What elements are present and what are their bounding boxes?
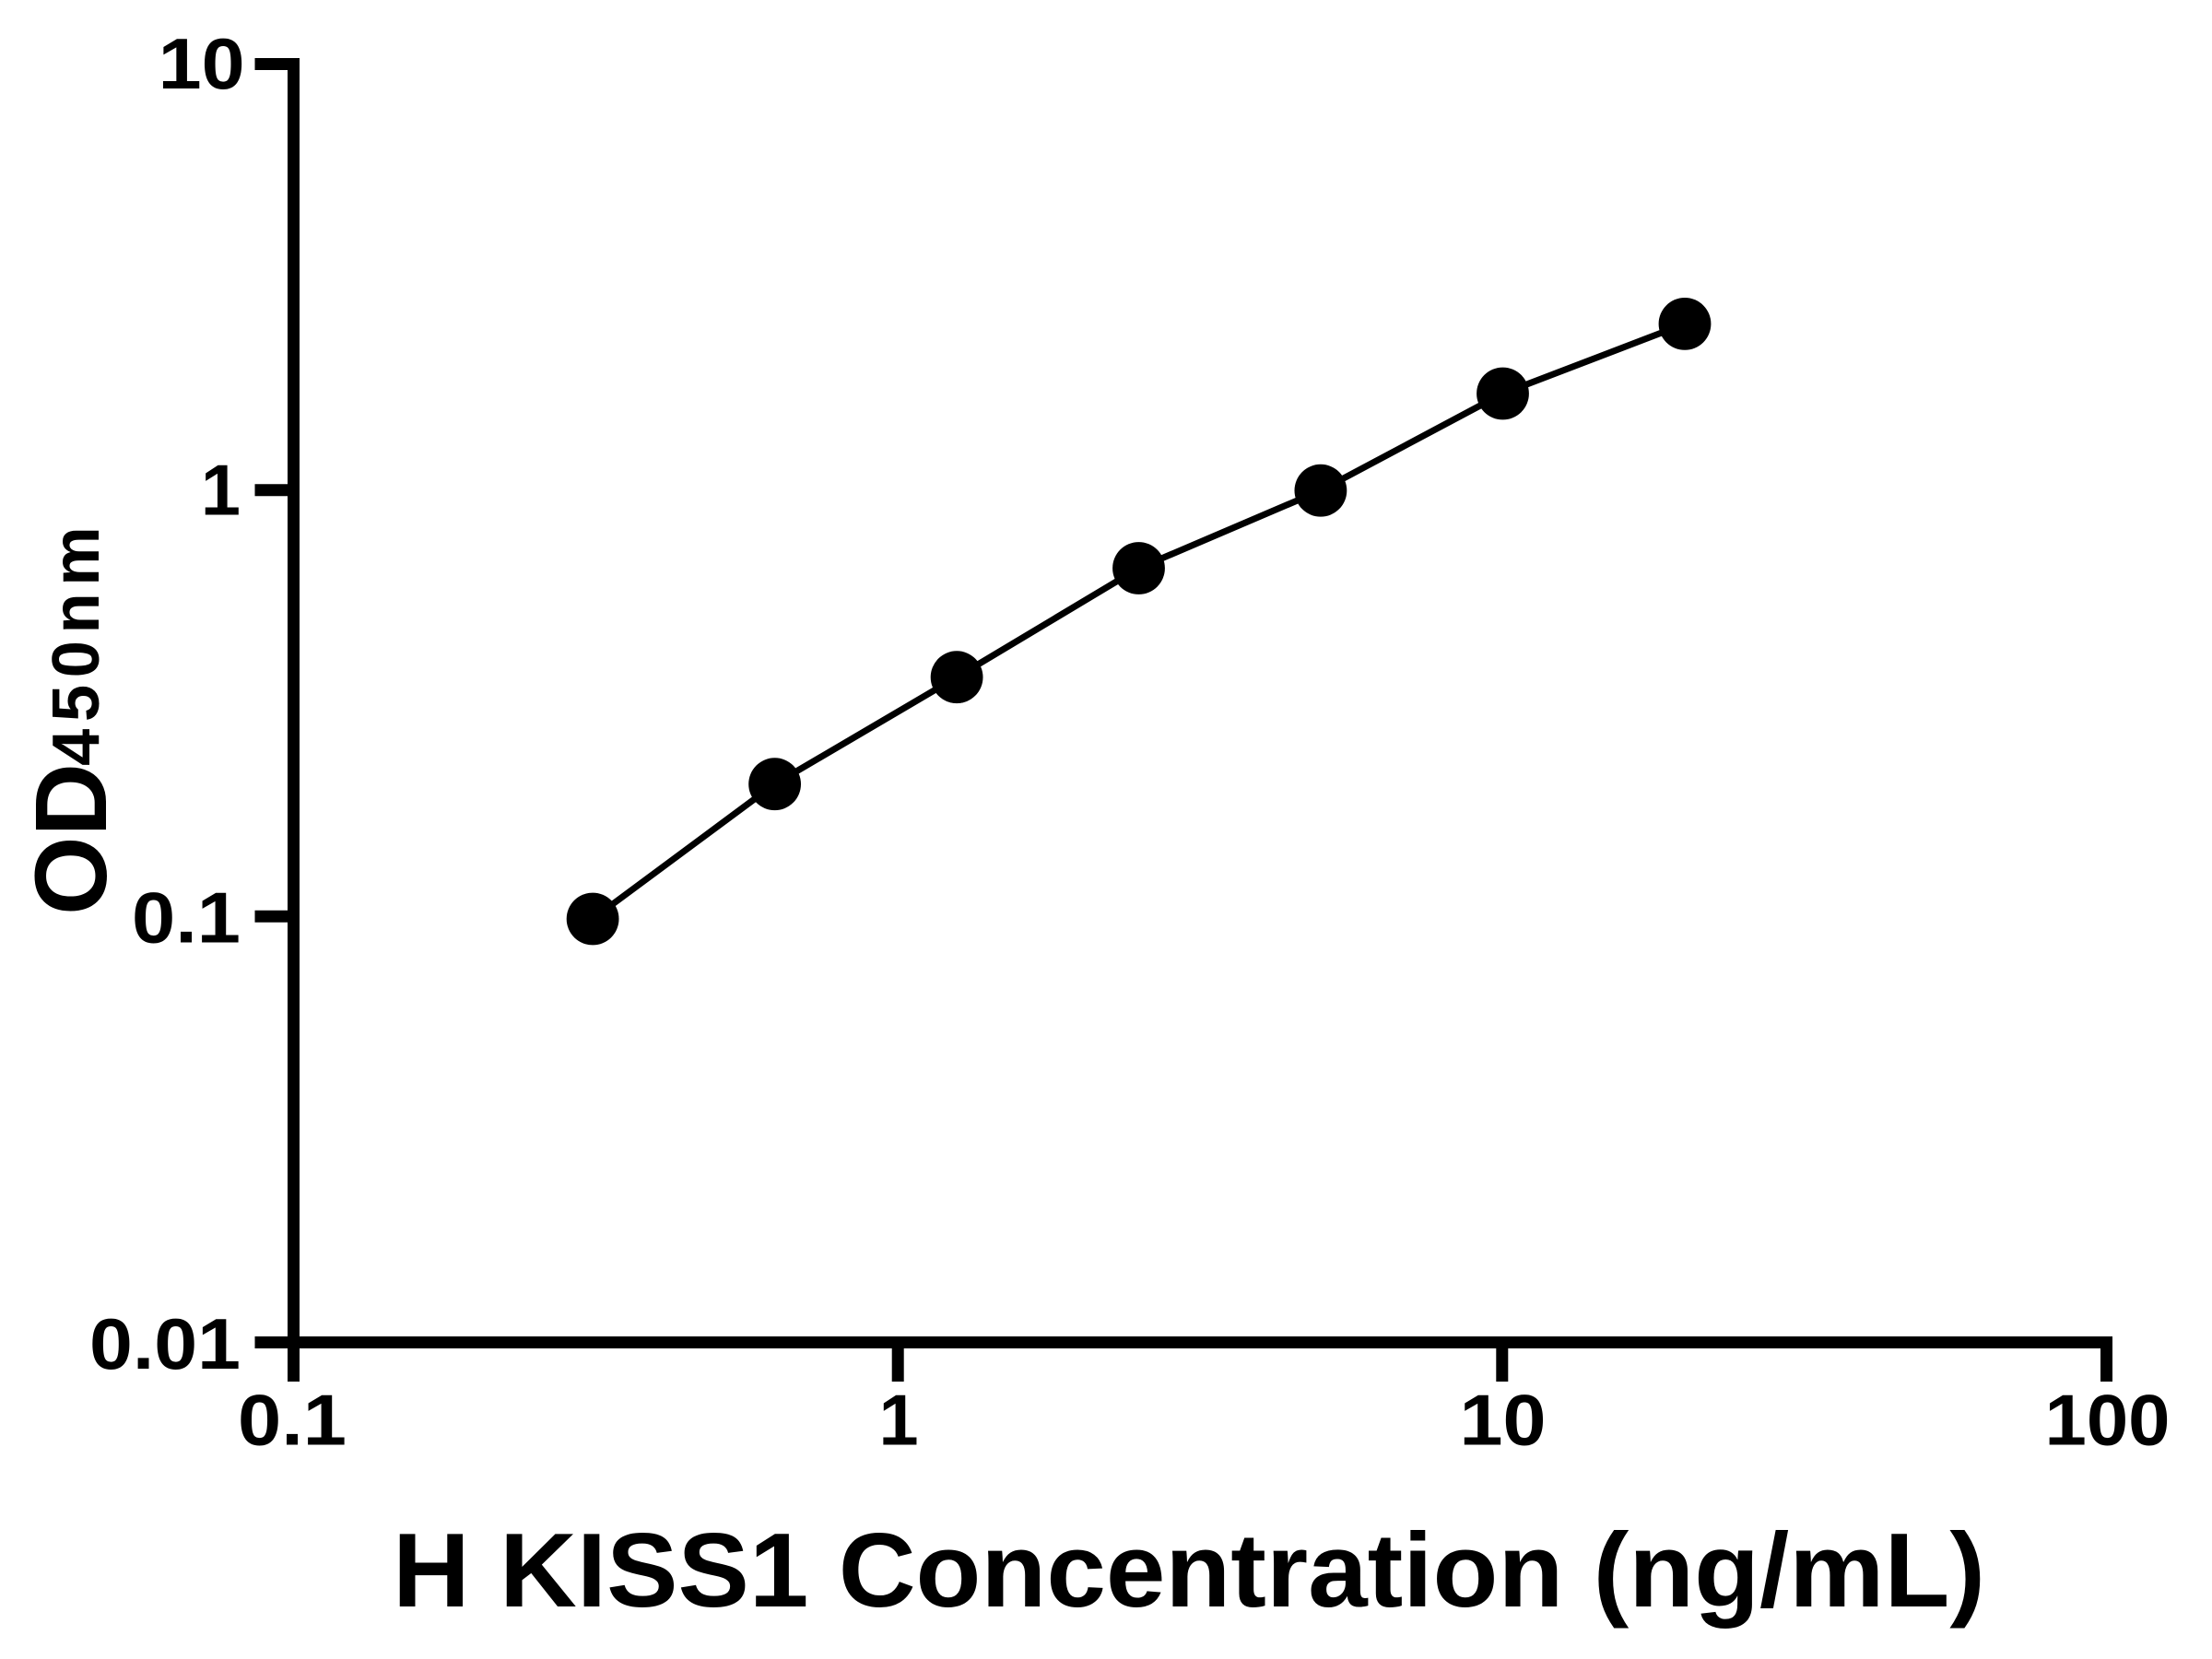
svg-text:100: 100 (2045, 1382, 2171, 1461)
svg-text:OD450nm: OD450nm (15, 520, 128, 915)
svg-text:1: 1 (201, 451, 241, 530)
svg-text:10: 10 (1460, 1382, 1547, 1461)
svg-text:0.1: 0.1 (238, 1382, 347, 1461)
svg-text:0.1: 0.1 (132, 879, 241, 959)
svg-text:H KISS1 Concentration (ng/mL): H KISS1 Concentration (ng/mL) (393, 1512, 1985, 1630)
svg-text:10: 10 (159, 25, 245, 104)
svg-text:1: 1 (878, 1382, 918, 1461)
svg-text:0.01: 0.01 (89, 1305, 241, 1384)
